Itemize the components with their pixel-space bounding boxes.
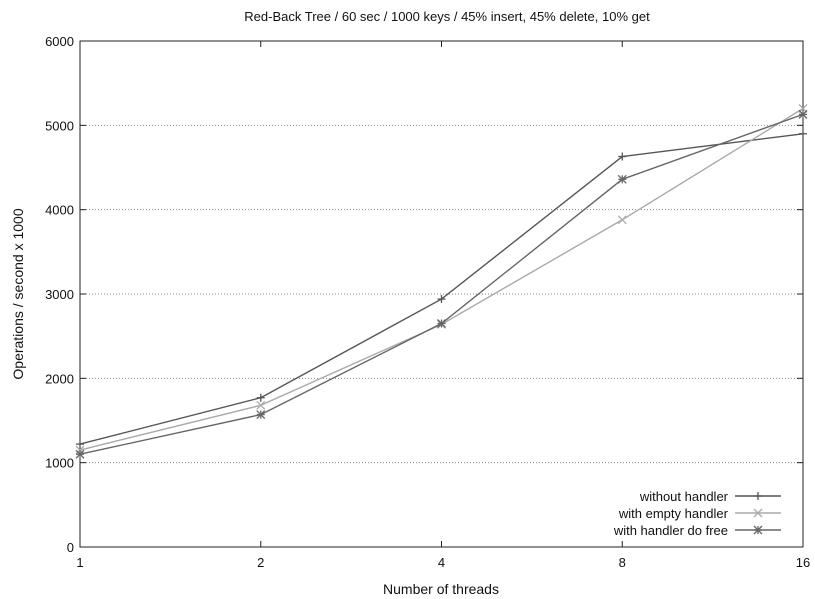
- legend-marker-stroke: [753, 525, 763, 535]
- data-point: [798, 109, 808, 119]
- y-axis-label: Operations / second x 1000: [10, 208, 26, 379]
- x-tick-label: 2: [257, 555, 264, 570]
- data-point: [437, 319, 446, 328]
- legend-marker-stroke: [753, 508, 763, 518]
- series-2: [75, 104, 808, 455]
- series-3: [75, 109, 808, 459]
- data-point: [437, 295, 446, 304]
- data-point-marker: [437, 319, 446, 328]
- axis-ticks: 0 1000 2000 3000 4000 5000 6000 1 2 4 8 16: [45, 34, 810, 570]
- data-point: [76, 440, 84, 449]
- data-point: [256, 393, 265, 402]
- y-tick-label: 0: [67, 540, 74, 555]
- grid-lines: [80, 124, 803, 464]
- data-point-marker: [75, 445, 85, 455]
- y-tick-label: 4000: [45, 203, 74, 218]
- y-tick-label: 6000: [45, 34, 74, 49]
- data-point: [256, 400, 266, 410]
- x-tick-label: 8: [619, 555, 626, 570]
- series-line: [79, 113, 804, 455]
- y-tick-label: 1000: [45, 456, 74, 471]
- series-1: [76, 129, 807, 449]
- y-tick-label: 2000: [45, 371, 74, 386]
- legend-label: without handler: [639, 489, 729, 504]
- series-group: [75, 104, 808, 459]
- data-point-marker: [256, 410, 266, 420]
- chart-title: Red-Back Tree / 60 sec / 1000 keys / 45%…: [244, 9, 650, 24]
- data-point: [75, 449, 85, 459]
- y-tick-label: 3000: [45, 287, 74, 302]
- legend-marker: [754, 492, 762, 500]
- data-point-marker: [798, 109, 808, 119]
- data-point: [617, 215, 627, 225]
- data-point: [799, 129, 807, 138]
- legend-label: with handler do free: [613, 523, 728, 538]
- x-tick-label: 4: [438, 555, 445, 570]
- x-axis-label: Number of threads: [383, 581, 499, 597]
- data-point: [617, 174, 627, 184]
- x-tick-label: 16: [796, 555, 810, 570]
- data-point-marker: [75, 449, 85, 459]
- data-point-marker: [256, 400, 266, 410]
- series-line: [79, 133, 804, 445]
- legend-marker: [753, 508, 763, 518]
- legend: without handler with empty handler with ha…: [613, 489, 781, 538]
- data-point: [618, 152, 627, 161]
- x-tick-label: 1: [76, 555, 83, 570]
- series-line: [79, 107, 804, 451]
- y-tick-label: 5000: [45, 118, 74, 133]
- legend-marker: [753, 525, 763, 535]
- data-point: [256, 410, 266, 420]
- data-point-marker: [617, 215, 627, 225]
- data-point: [75, 445, 85, 455]
- legend-label: with empty handler: [618, 506, 729, 521]
- data-point-marker: [617, 174, 627, 184]
